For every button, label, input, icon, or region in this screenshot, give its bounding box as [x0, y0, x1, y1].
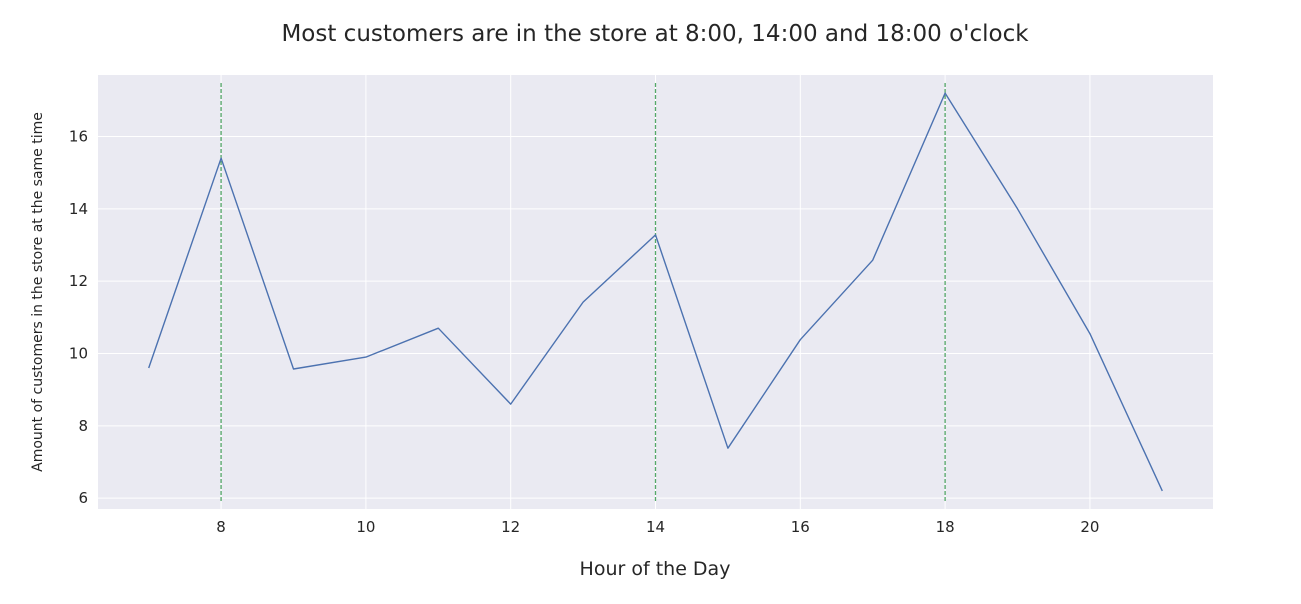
x-tick-label: 12	[501, 518, 520, 536]
x-tick-label: 14	[646, 518, 665, 536]
x-tick-label: 20	[1080, 518, 1099, 536]
series-layer	[148, 92, 1163, 492]
x-axis-label: Hour of the Day	[580, 558, 731, 580]
highlight-lines	[220, 83, 946, 501]
x-tick-label: 16	[791, 518, 810, 536]
y-tick-label: 10	[69, 344, 88, 362]
y-tick-label: 16	[69, 127, 88, 145]
y-axis-ticks: 6 8 10 12 14 16	[69, 127, 88, 507]
y-tick-label: 6	[78, 489, 88, 507]
x-tick-label: 18	[936, 518, 955, 536]
y-tick-label: 12	[69, 272, 88, 290]
y-axis-label: Amount of customers in the store at the …	[30, 112, 46, 472]
chart-title: Most customers are in the store at 8:00,…	[281, 21, 1029, 47]
y-tick-label: 14	[69, 200, 88, 218]
x-tick-label: 10	[356, 518, 375, 536]
x-axis-ticks: 8 10 12 14 16 18 20	[216, 518, 1099, 536]
x-tick-label: 8	[216, 518, 226, 536]
series-line	[148, 92, 1163, 492]
y-tick-label: 8	[78, 417, 88, 435]
